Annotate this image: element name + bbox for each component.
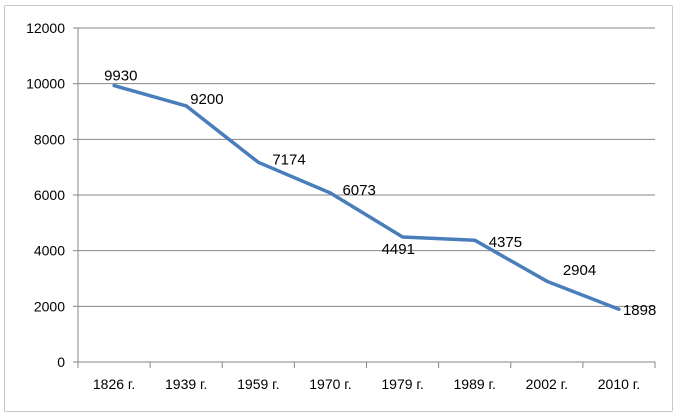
series-group: [112, 83, 621, 311]
x-tick-label: 1939 г.: [165, 376, 207, 392]
y-tick-label: 10000: [26, 76, 65, 92]
y-tick-label: 12000: [26, 20, 65, 36]
data-label: 1898: [623, 302, 656, 319]
x-axis-ticks: 1826 г. 1939 г. 1959 г. 1970 г. 1979 г. 1989 …: [93, 376, 640, 392]
series-line: [112, 83, 621, 311]
y-tick-label: 0: [57, 354, 65, 370]
data-label: 9200: [190, 91, 223, 108]
data-label: 4375: [489, 234, 522, 251]
x-tick-label: 2002 г.: [526, 376, 568, 392]
y-axis-ticks: 0 2000 4000 6000 8000 10000 12000: [26, 20, 65, 370]
y-tick-label: 2000: [34, 298, 65, 314]
x-tick-label: 2010 г.: [598, 376, 640, 392]
data-label: 4491: [382, 241, 415, 258]
x-tick-label: 1959 г.: [237, 376, 279, 392]
data-label: 9930: [104, 68, 137, 85]
x-tick-label: 1826 г.: [93, 376, 135, 392]
data-point: [256, 160, 260, 164]
x-tick-label: 1989 г.: [454, 376, 496, 392]
x-tick-label: 1970 г.: [309, 376, 351, 392]
data-point: [617, 307, 621, 311]
chart-frame: [4, 5, 673, 412]
data-labels: 9930 9200 7174 6073 4491 4375 2904 1898: [104, 68, 656, 320]
data-point: [328, 191, 332, 195]
data-point: [401, 235, 405, 239]
data-label: 7174: [272, 151, 305, 168]
data-point: [473, 238, 477, 242]
axes: [73, 27, 656, 368]
data-point: [112, 84, 116, 88]
data-label: 6073: [342, 182, 375, 199]
data-label: 2904: [563, 262, 596, 279]
x-tick-label: 1979 г.: [381, 376, 423, 392]
y-tick-label: 6000: [34, 187, 65, 203]
data-point: [545, 279, 549, 283]
gridlines: [78, 27, 655, 307]
y-tick-label: 4000: [34, 243, 65, 259]
data-point: [184, 104, 188, 108]
y-tick-label: 8000: [34, 131, 65, 147]
